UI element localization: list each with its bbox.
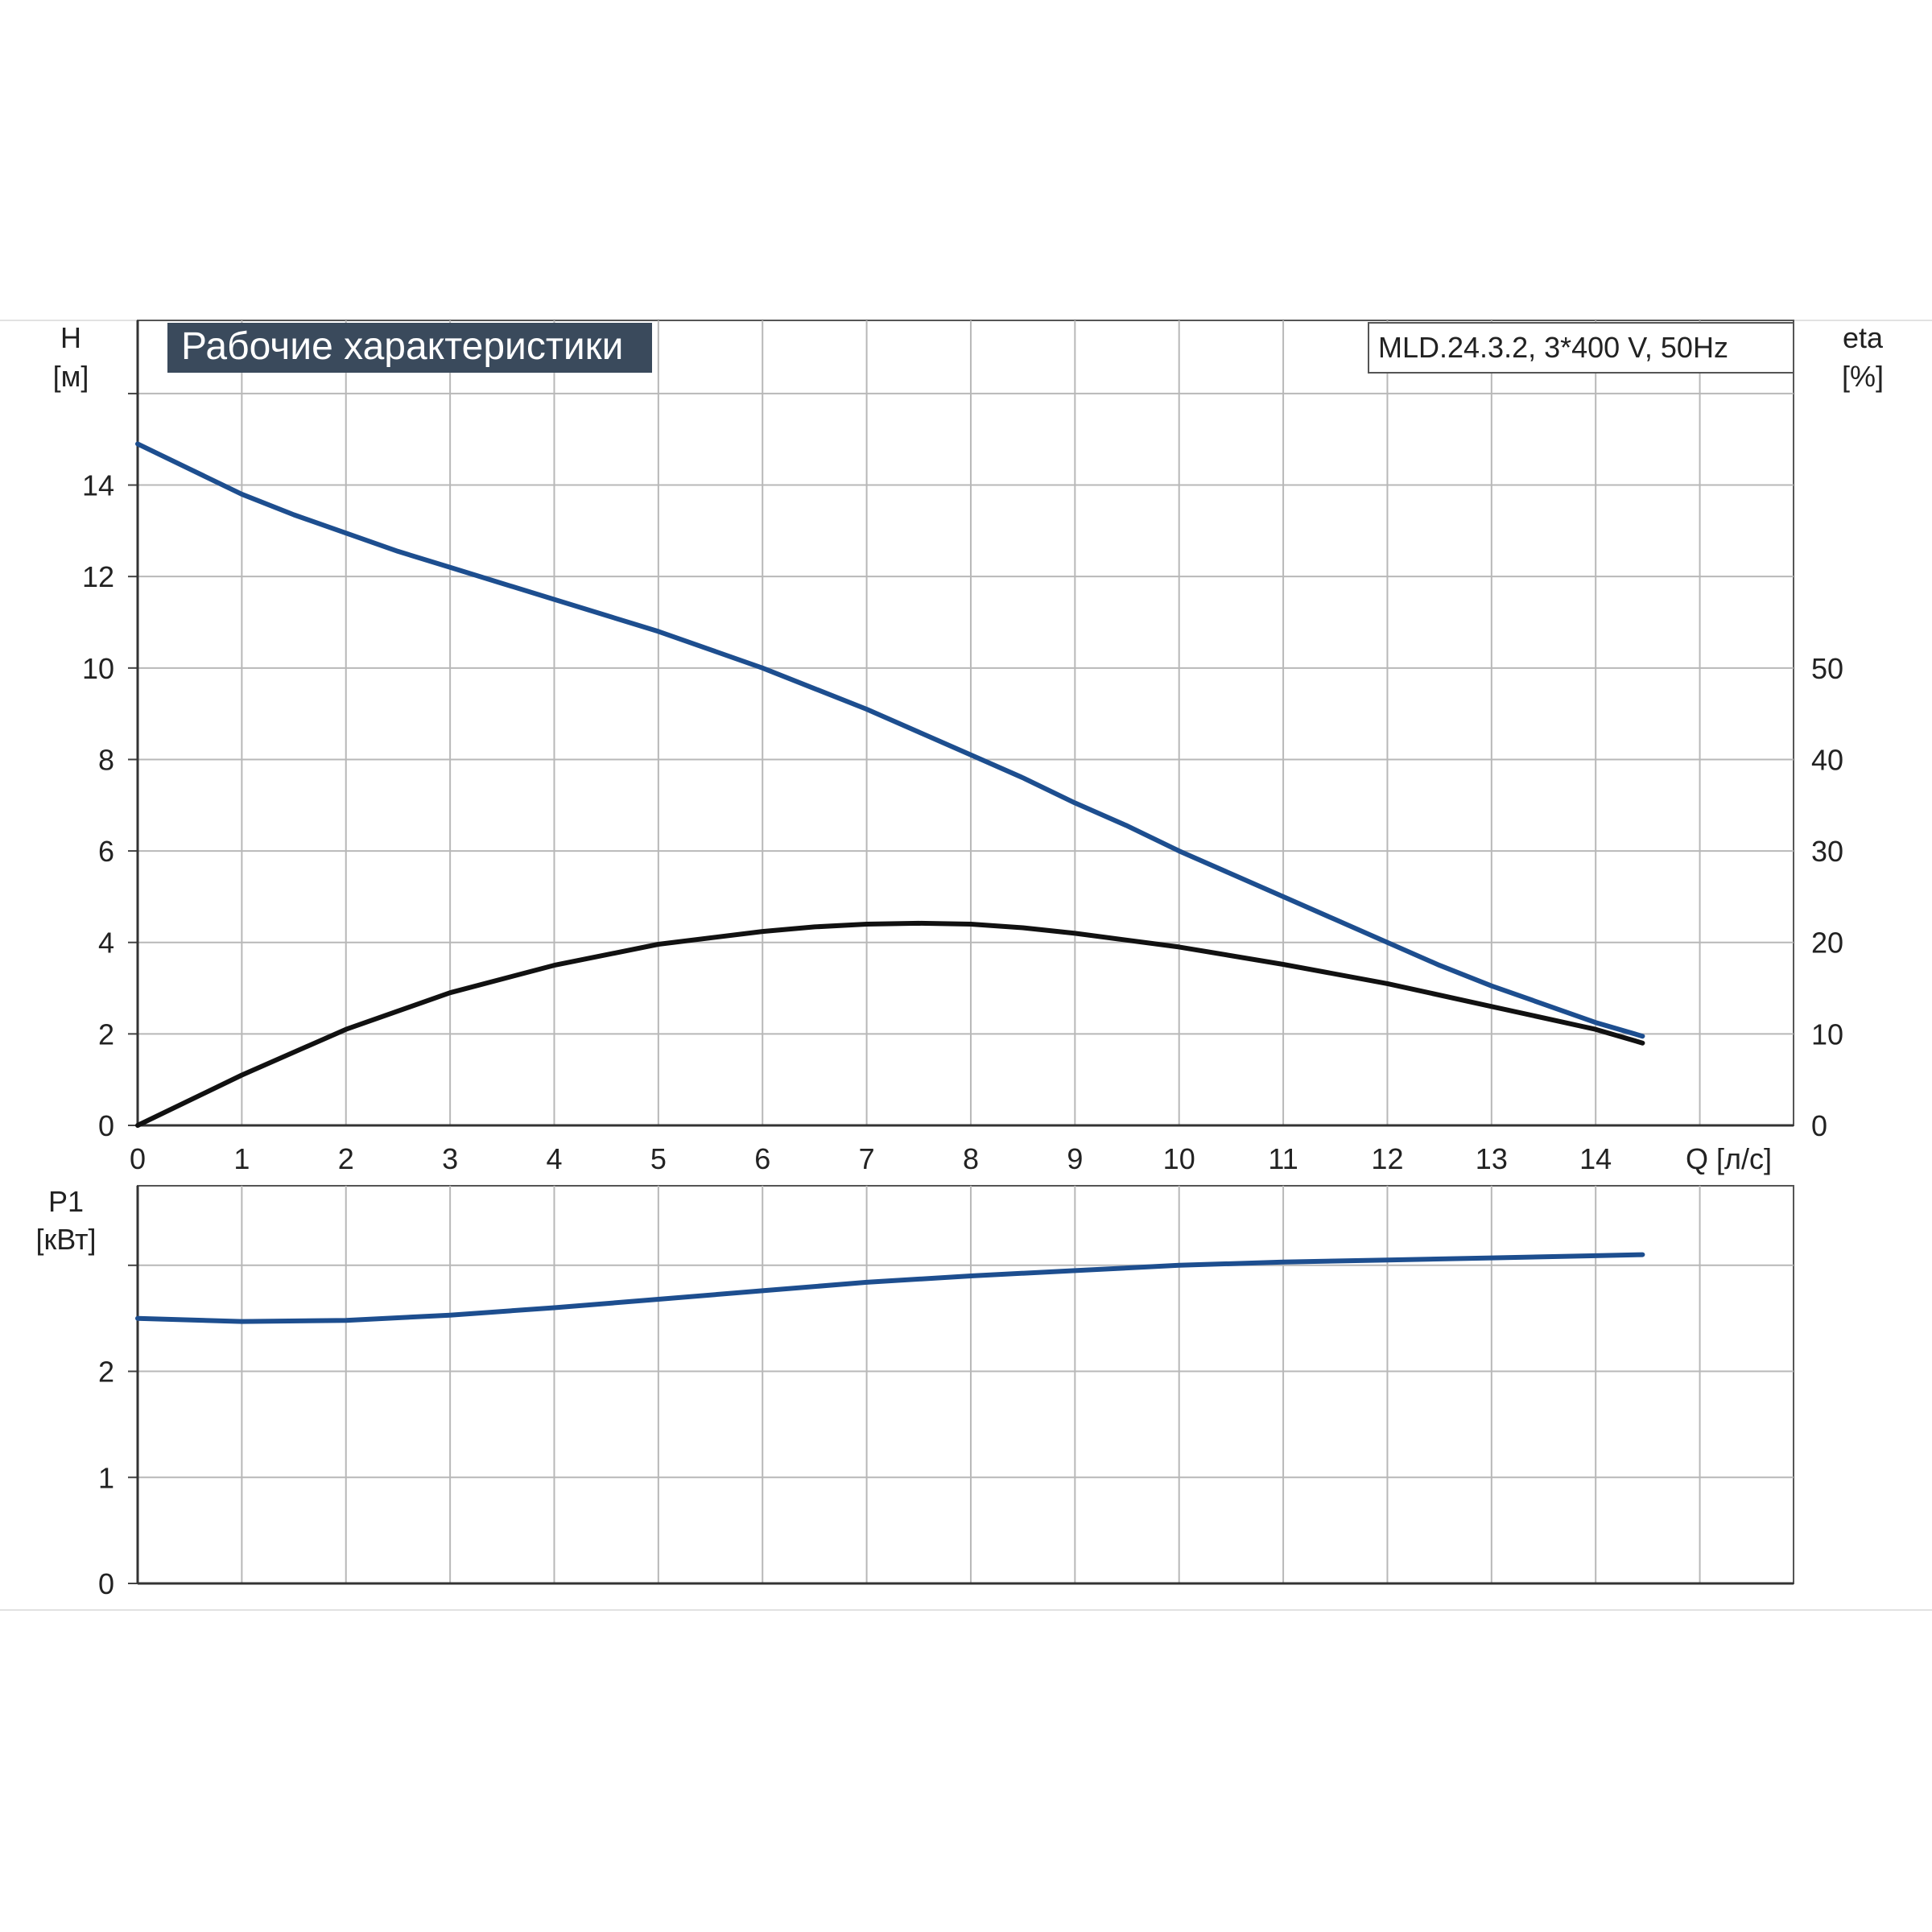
x-tick-label-4: 4 (546, 1142, 562, 1175)
power-curve (135, 1252, 1645, 1324)
main-grid (128, 320, 1794, 1127)
y-tick-label-4: 4 (98, 927, 114, 960)
y-tick-label-12: 12 (82, 560, 114, 593)
y-tick-label-2: 2 (98, 1018, 114, 1051)
power-axis-unit: [кВт] (35, 1223, 96, 1256)
x-tick-label-6: 6 (754, 1142, 770, 1175)
power-tick-label-2: 2 (98, 1356, 114, 1389)
x-tick-label-5: 5 (650, 1142, 667, 1175)
x-tick-label-14: 14 (1579, 1142, 1612, 1175)
y2-tick-label-10: 10 (1811, 1018, 1843, 1051)
y-tick-label-10: 10 (82, 652, 114, 685)
y-axis-label: H (60, 321, 81, 354)
y2-tick-label-0: 0 (1811, 1109, 1827, 1142)
y2-tick-label-30: 30 (1811, 835, 1843, 868)
efficiency-curve (135, 920, 1645, 1128)
power-tick-label-0: 0 (98, 1567, 114, 1600)
power-grid (128, 1186, 1794, 1585)
y-axis-unit: [м] (53, 360, 89, 393)
x-tick-label-0: 0 (130, 1142, 146, 1175)
model-label: MLD.24.3.2, 3*400 V, 50Hz (1378, 331, 1728, 364)
power-plot-area (137, 1185, 1794, 1584)
y2-axis-label: eta (1843, 321, 1884, 354)
x-tick-label-8: 8 (963, 1142, 979, 1175)
x-tick-label-7: 7 (859, 1142, 875, 1175)
y2-tick-label-20: 20 (1811, 927, 1843, 960)
head-curve (135, 441, 1645, 1039)
x-tick-label-11: 11 (1268, 1142, 1298, 1175)
x-axis-label: Q [л/с] (1686, 1142, 1772, 1175)
y-tick-label-8: 8 (98, 743, 114, 776)
model-label-box (1368, 322, 1794, 374)
power-chart: 0 1 2 P1 [кВт] (35, 1185, 1794, 1600)
power-tick-label-1: 1 (98, 1461, 114, 1494)
power-tick-labels: 0 1 2 (98, 1356, 114, 1600)
y2-axis-unit: [%] (1842, 360, 1884, 393)
x-tick-label-9: 9 (1067, 1142, 1083, 1175)
y2-tick-label-40: 40 (1811, 743, 1843, 776)
y-tick-label-14: 14 (82, 469, 114, 502)
title-box (167, 323, 652, 373)
power-axis-label: P1 (48, 1185, 84, 1218)
x-tick-label-2: 2 (338, 1142, 354, 1175)
main-series (135, 441, 1645, 1128)
x-tick-label-3: 3 (442, 1142, 458, 1175)
x-tick-label-13: 13 (1476, 1142, 1508, 1175)
chart-title: Рабочие характеристики (181, 325, 623, 368)
power-series (135, 1252, 1645, 1324)
y-tick-label-0: 0 (98, 1109, 114, 1142)
x-tick-label-10: 10 (1163, 1142, 1195, 1175)
y2-tick-label-50: 50 (1811, 652, 1843, 685)
y-tick-label-6: 6 (98, 835, 114, 868)
x-tick-label-12: 12 (1371, 1142, 1403, 1175)
x-tick-label-1: 1 (233, 1142, 250, 1175)
